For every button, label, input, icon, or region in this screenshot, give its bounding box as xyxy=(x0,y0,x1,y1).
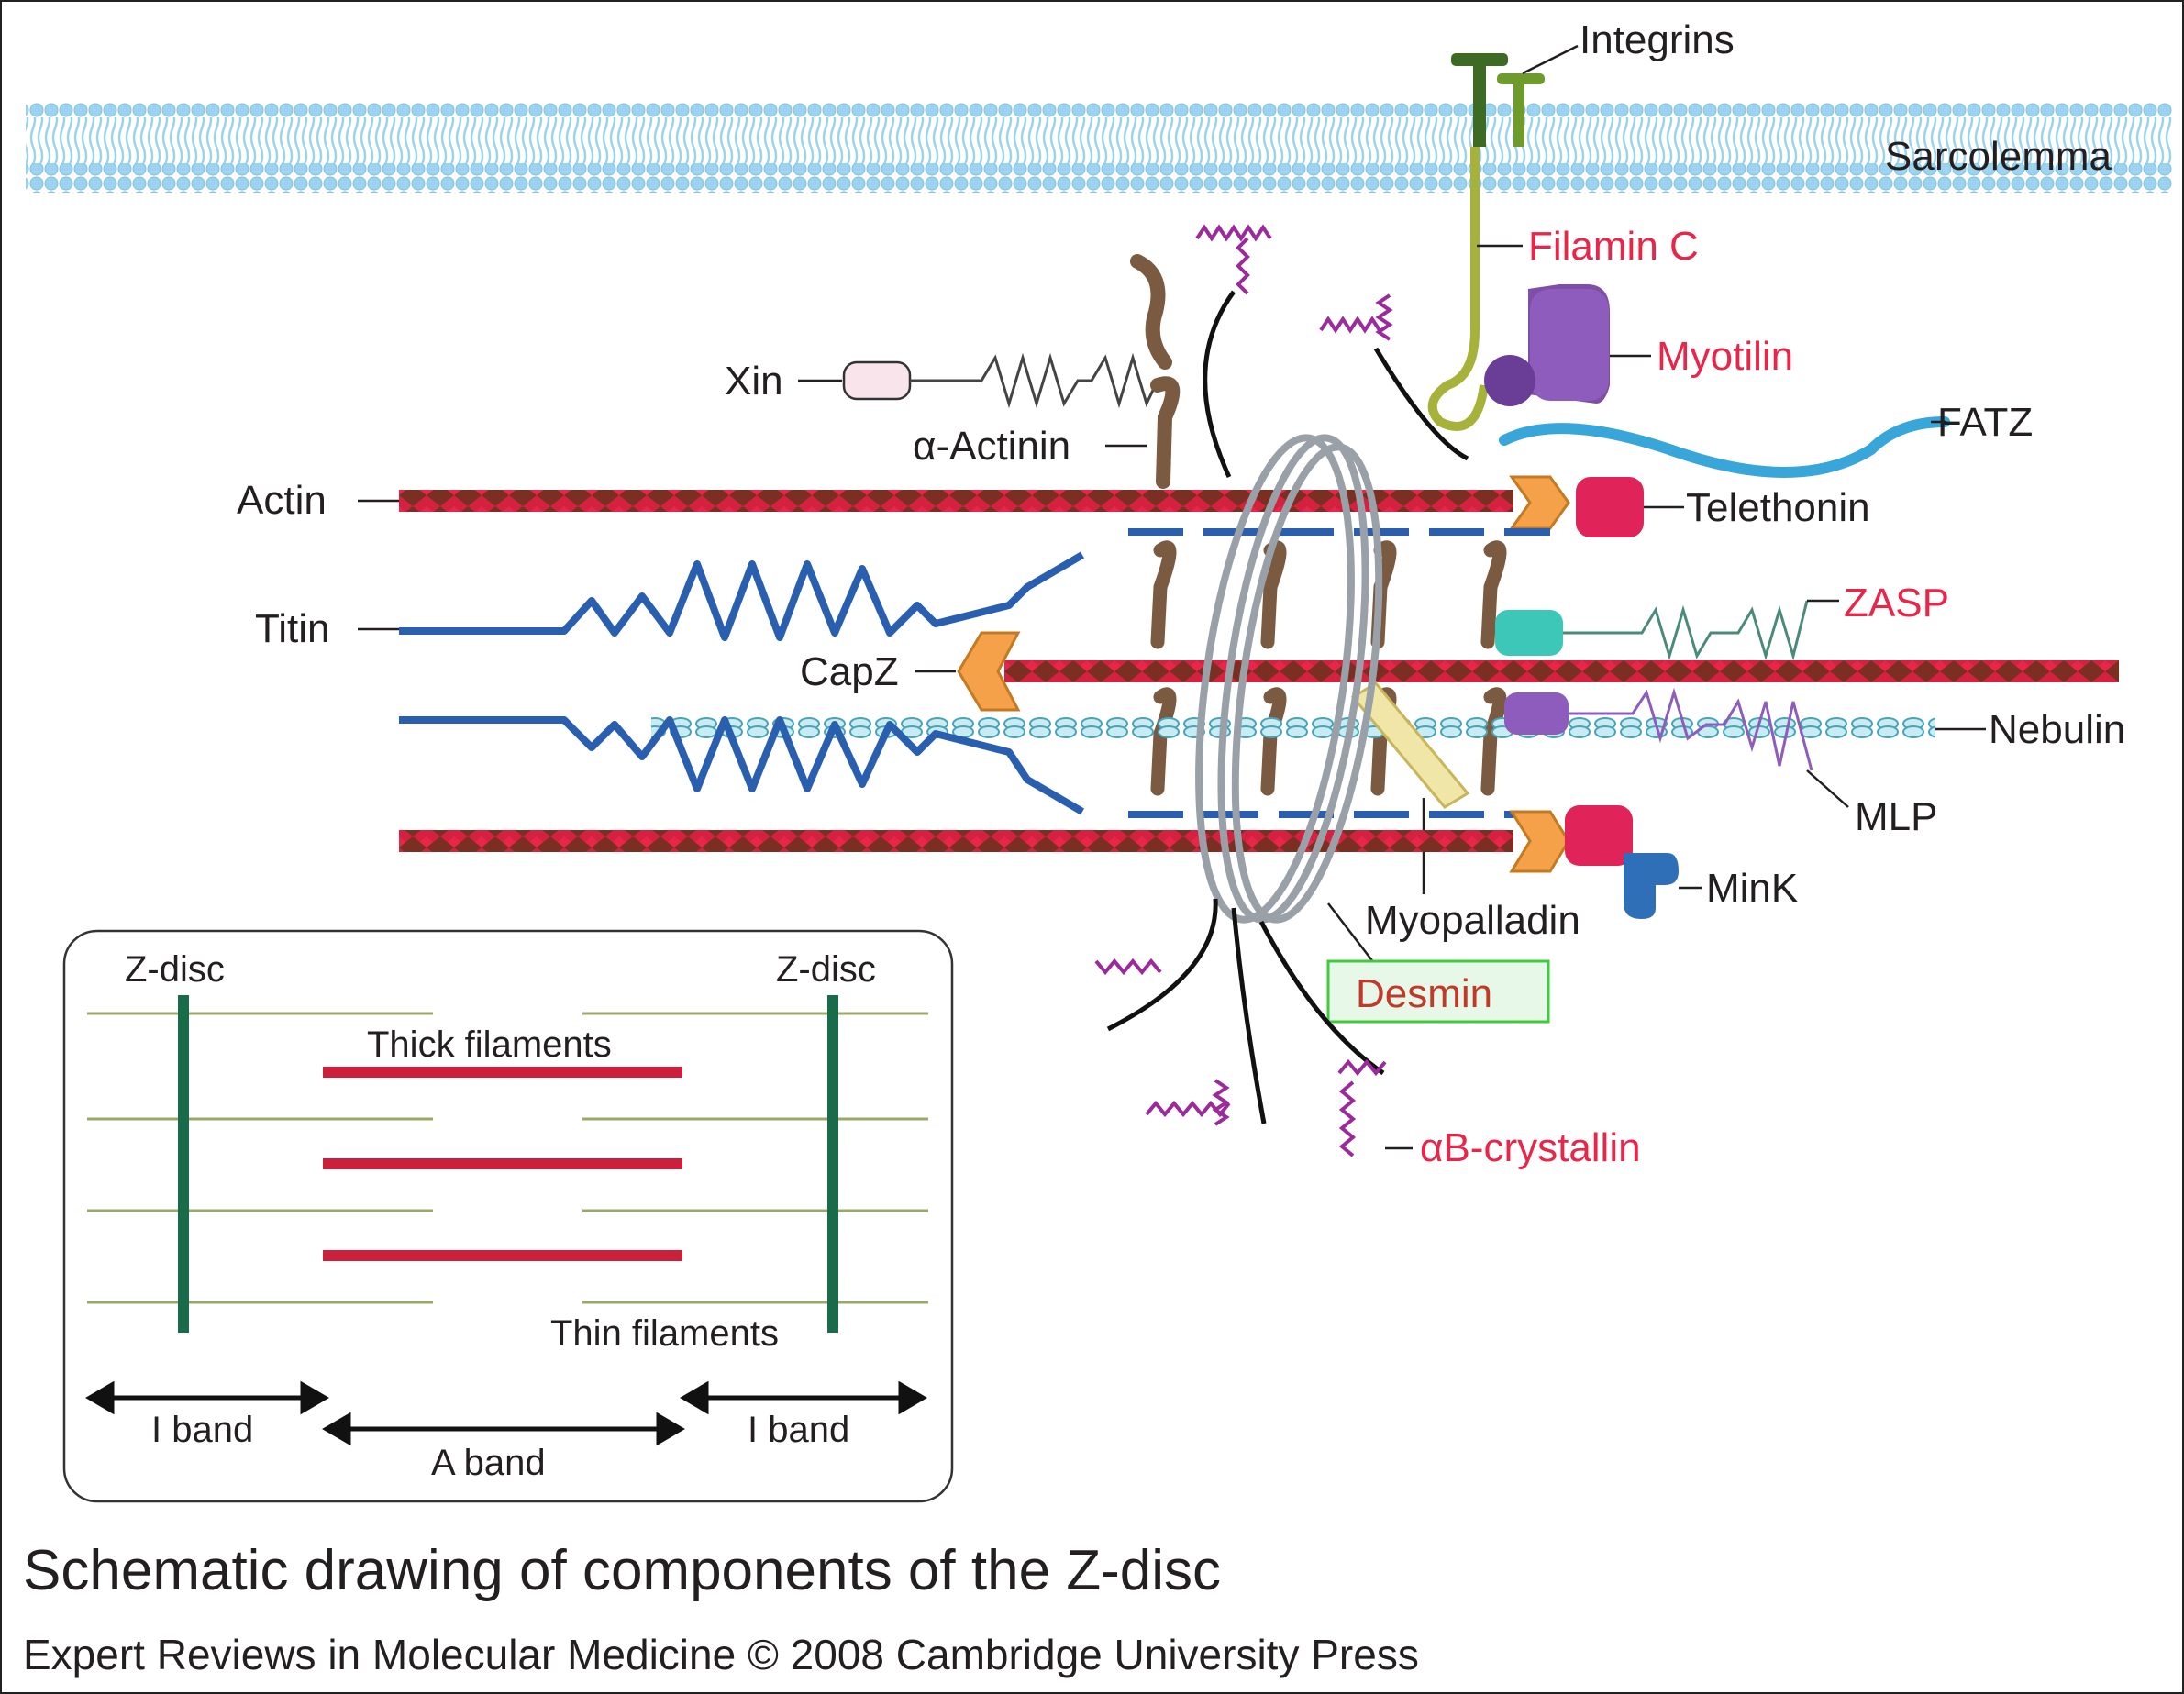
mink-shape xyxy=(1624,853,1679,919)
myotilin-shape xyxy=(1484,284,1610,406)
sarcomere-inset: Z-disc Z-disc Thick filaments Thin filam… xyxy=(62,929,954,1503)
label-actin: Actin xyxy=(237,478,327,523)
actin-filament-middle xyxy=(1004,660,2119,682)
telethonin-bottom-shape xyxy=(1565,805,1633,866)
sarcolemma-membrane xyxy=(26,103,2172,193)
telethonin-shape xyxy=(1576,477,1644,537)
capz-shape xyxy=(957,631,1021,712)
fatz-shape xyxy=(1499,416,1950,478)
label-a-band: A band xyxy=(431,1443,546,1483)
band-arrows xyxy=(85,1380,927,1446)
label-capz: CapZ xyxy=(800,649,899,694)
inset-frame xyxy=(62,929,954,1503)
label-thick-filaments: Thick filaments xyxy=(367,1024,612,1065)
z-line-left xyxy=(178,995,189,1333)
label-zasp: ZASP xyxy=(1844,581,1949,626)
label-fatz: FATZ xyxy=(1937,400,2033,445)
thick-filaments xyxy=(323,1067,682,1261)
label-sarcolemma: Sarcolemma xyxy=(1885,134,2112,179)
integrin-shape xyxy=(1451,53,1545,147)
alpha-actinin-shape xyxy=(1130,254,1181,489)
label-thin-filaments: Thin filaments xyxy=(550,1313,779,1354)
label-myotilin: Myotilin xyxy=(1657,334,1793,379)
zasp-linker xyxy=(1563,600,1809,661)
label-nebulin: Nebulin xyxy=(1989,707,2125,752)
mlp-linker xyxy=(1569,687,1813,771)
xin-shape xyxy=(842,360,912,401)
label-ab-crystallin: αB-crystallin xyxy=(1420,1125,1641,1170)
label-xin: Xin xyxy=(725,359,783,404)
nebulin-filament xyxy=(651,717,1935,741)
label-telethonin: Telethonin xyxy=(1686,485,1870,530)
label-filamin-c: Filamin C xyxy=(1528,224,1699,269)
label-mink: MinK xyxy=(1706,866,1798,911)
z-line-right xyxy=(827,995,838,1333)
desmin-coil xyxy=(1195,434,1383,924)
ab-crystallin-top xyxy=(1195,224,1393,341)
caption-credit: Expert Reviews in Molecular Medicine © 2… xyxy=(23,1631,1419,1678)
actin-filament-bottom xyxy=(399,830,1513,852)
filamin-c-shape xyxy=(1427,147,1489,431)
mlp-head xyxy=(1504,692,1569,735)
label-titin: Titin xyxy=(255,606,330,651)
desmin-label-box xyxy=(1326,959,1550,1024)
actin-filament-top xyxy=(399,490,1513,512)
label-desmin: Desmin xyxy=(1356,971,1492,1016)
label-integrins: Integrins xyxy=(1580,17,1735,62)
label-z-disc-left: Z-disc xyxy=(125,949,225,990)
label-z-disc-right: Z-disc xyxy=(776,949,876,990)
capping-shape-top xyxy=(1509,475,1570,530)
titin-upper xyxy=(399,551,1085,641)
label-alpha-actinin: α-Actinin xyxy=(913,424,1070,469)
ab-crystallin-bottom xyxy=(1094,958,1387,1157)
label-i-band-right: I band xyxy=(748,1410,849,1450)
thin-filaments xyxy=(87,1012,928,1304)
desmin-strands-top xyxy=(1203,290,1469,479)
caption-title: Schematic drawing of components of the Z… xyxy=(23,1539,1221,1602)
xin-linker xyxy=(910,352,1159,409)
label-mlp: MLP xyxy=(1855,794,1937,839)
titin-lower xyxy=(399,716,1085,815)
label-i-band-left: I band xyxy=(151,1410,253,1450)
zasp-head xyxy=(1495,610,1563,656)
label-myopalladin: Myopalladin xyxy=(1365,898,1580,943)
capping-shape-bottom xyxy=(1509,810,1570,873)
